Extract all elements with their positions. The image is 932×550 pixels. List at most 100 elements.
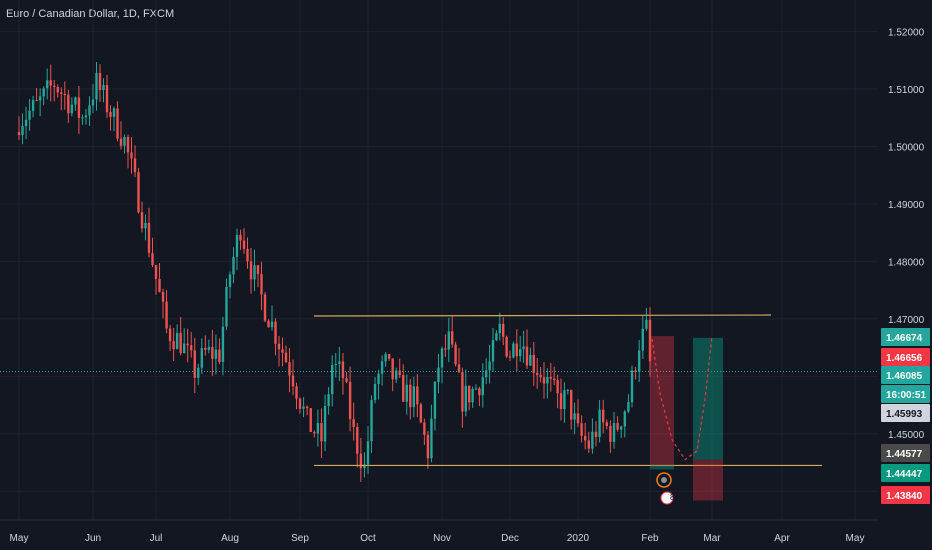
candle-body <box>246 248 249 262</box>
candle-body <box>77 97 81 118</box>
candle-body <box>161 291 165 302</box>
candle-body <box>616 423 619 430</box>
candle-body <box>331 365 334 395</box>
candle-body <box>341 361 345 379</box>
projected-path[interactable] <box>651 336 713 461</box>
price-tag-label: 1.45993 <box>886 409 923 420</box>
candle-body <box>515 343 518 357</box>
resistance-line[interactable] <box>313 314 772 317</box>
candle-body <box>384 354 387 362</box>
candle-body <box>630 370 634 403</box>
candle-body <box>566 389 569 391</box>
event-badge-count: 8 <box>670 493 675 502</box>
candle-body <box>334 363 337 366</box>
candle-body <box>67 94 70 114</box>
candle-body <box>457 364 461 373</box>
candle-body <box>451 331 454 345</box>
candle-body <box>323 406 327 442</box>
time-axis[interactable]: May Jun Jul Aug Sep Oct Nov Dec 2020 Feb Mar Apr May <box>0 519 878 550</box>
long-position-risk[interactable] <box>693 459 723 501</box>
candle-body <box>405 384 408 402</box>
short-position-target[interactable] <box>650 465 674 470</box>
candle-body <box>158 278 161 292</box>
candle-body <box>119 138 123 146</box>
long-position-profit[interactable] <box>693 337 723 460</box>
candle-body <box>532 355 535 373</box>
candle-body <box>256 265 260 275</box>
candle-body <box>402 374 405 402</box>
candle-body <box>602 409 605 423</box>
candle-body <box>373 383 377 401</box>
price-tag-label: 1.43840 <box>886 491 923 502</box>
candle-body <box>580 423 583 436</box>
candle-body <box>485 370 488 378</box>
candle-body <box>559 393 563 410</box>
candle-body <box>433 381 437 419</box>
candle-body <box>211 346 214 359</box>
price-tag[interactable] <box>881 366 930 384</box>
candle-body <box>609 426 612 442</box>
price-tag-label: 1.44447 <box>886 469 923 480</box>
time-tick-label: Nov <box>433 533 451 544</box>
candle-body <box>338 361 341 364</box>
candle-body <box>38 96 42 101</box>
time-tick-label: Oct <box>360 533 376 544</box>
candle-body <box>525 346 529 366</box>
candle-body <box>556 380 559 394</box>
candle-body <box>21 126 24 136</box>
price-tick-label: 1.52000 <box>888 28 925 39</box>
time-tick-label: Mar <box>703 533 721 544</box>
candle-body <box>536 372 539 375</box>
candle-body <box>274 321 277 344</box>
candle-body <box>584 435 587 441</box>
candle-body <box>481 377 484 396</box>
price-tick-label: 1.48000 <box>888 257 925 268</box>
candle-body <box>182 343 186 354</box>
candle-body <box>63 93 67 95</box>
price-tag[interactable] <box>881 328 930 346</box>
candle-body <box>495 333 498 341</box>
event-icon-center <box>661 477 667 483</box>
candle-body <box>228 274 232 287</box>
candle-body <box>440 348 444 368</box>
candle-body <box>363 464 366 469</box>
time-tick-label: Feb <box>641 533 659 544</box>
candle-body <box>105 85 109 113</box>
flag-icon[interactable] <box>660 491 674 505</box>
candle-body <box>204 347 207 350</box>
price-tick-label: 1.49000 <box>888 200 925 211</box>
candle-body <box>553 378 556 381</box>
candle-body <box>305 406 309 409</box>
candle-body <box>645 319 648 329</box>
price-axis[interactable]: 1.52000 1.51000 1.50000 1.49000 1.48000 1.470… <box>878 0 932 550</box>
candle-body <box>313 431 316 434</box>
price-tag[interactable] <box>881 464 930 482</box>
candle-body <box>270 321 274 328</box>
candle-body <box>263 294 267 321</box>
drawings[interactable]: 8 <box>0 314 878 505</box>
candle-body <box>165 301 168 329</box>
candle-body <box>316 423 320 434</box>
candle-body <box>426 434 430 459</box>
candle-body <box>641 328 644 351</box>
candle-body <box>225 286 228 327</box>
candle-body <box>366 441 370 465</box>
candle-body <box>419 404 423 423</box>
countdown-tag[interactable] <box>881 385 930 403</box>
candle-body <box>345 378 348 382</box>
candle-body <box>573 413 576 420</box>
price-tag[interactable] <box>881 404 930 422</box>
price-tag[interactable] <box>881 486 930 504</box>
candle-body <box>605 422 608 427</box>
price-tag[interactable] <box>881 348 930 366</box>
candle-body <box>539 374 542 378</box>
candle-body <box>168 328 172 342</box>
price-tag[interactable] <box>881 444 930 462</box>
candle-body <box>17 132 21 136</box>
candle-body <box>302 406 305 409</box>
candle-body <box>587 440 590 449</box>
candle-body <box>133 158 137 173</box>
candle-body <box>284 352 288 363</box>
candle-body <box>123 136 126 146</box>
